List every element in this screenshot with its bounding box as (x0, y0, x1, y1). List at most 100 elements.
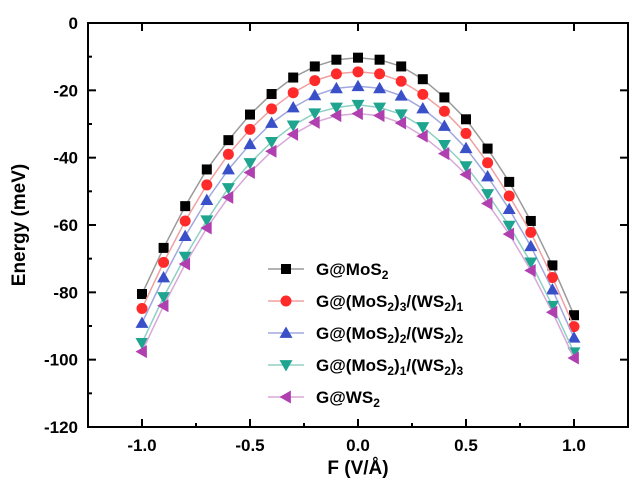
data-point (286, 101, 300, 113)
data-point (201, 179, 213, 191)
data-point (524, 257, 538, 269)
data-point (243, 158, 257, 170)
data-point (243, 137, 257, 150)
data-point (157, 299, 169, 313)
y-tick-label: -120 (44, 418, 78, 437)
data-point (244, 123, 256, 135)
legend-item: G@MoS2 (268, 260, 389, 282)
data-point (545, 305, 558, 319)
legend-marker (279, 390, 291, 404)
data-point (459, 141, 473, 154)
data-point (309, 75, 321, 87)
data-point (373, 109, 385, 123)
data-point (416, 122, 430, 134)
data-point (329, 81, 343, 94)
data-point (373, 102, 387, 115)
x-tick-label: 0.0 (346, 436, 370, 455)
data-point (460, 127, 472, 139)
data-point (309, 61, 320, 72)
x-tick-label: -1.0 (127, 436, 156, 455)
data-point (157, 292, 171, 304)
data-point (353, 52, 363, 63)
legend-label: G@(MoS2)2/(WS2)2 (316, 324, 464, 346)
data-point (396, 61, 407, 72)
legend-label: G@WS2 (316, 388, 380, 410)
legend-label: G@MoS2 (316, 260, 389, 282)
data-point (568, 321, 580, 333)
data-point (374, 68, 386, 80)
data-point (331, 54, 342, 65)
legend-item: G@(MoS2)1/(WS2)3 (268, 356, 464, 378)
data-point (265, 144, 277, 158)
data-point (395, 75, 407, 87)
data-point (567, 331, 581, 343)
data-point (288, 72, 299, 83)
data-point (243, 165, 255, 179)
data-point (524, 263, 536, 277)
data-point (437, 119, 451, 131)
data-point (502, 227, 515, 241)
data-point (180, 201, 191, 212)
data-point (158, 256, 170, 268)
legend-label: G@(MoS2)1/(WS2)3 (316, 356, 464, 378)
data-point (223, 135, 234, 146)
data-point (135, 316, 149, 328)
data-point (265, 136, 279, 149)
data-point (221, 183, 235, 195)
data-point (137, 289, 147, 300)
data-point (308, 88, 322, 101)
data-point (547, 260, 558, 271)
data-point (481, 196, 493, 210)
data-point (503, 190, 515, 202)
data-point (265, 116, 279, 128)
legend-marker (280, 295, 292, 307)
data-point (459, 161, 473, 173)
x-axis-title: F (V/Å) (327, 458, 388, 479)
data-point (221, 162, 235, 175)
data-point (135, 337, 149, 350)
legend-marker (279, 326, 293, 338)
axes-layer: -1.0 -0.5 0.0 0.5 1.0 0 -20 -40 -60 -80 -100 -120 (44, 14, 629, 455)
y-tick-label: -100 (44, 351, 78, 370)
data-point (287, 87, 299, 99)
data-point (567, 351, 579, 365)
y-axis-title: Energy (meV) (9, 164, 30, 286)
data-point (481, 170, 495, 182)
x-tick-label: 0.5 (454, 436, 478, 455)
legend-item: G@(MoS2)3/(WS2)1 (268, 292, 464, 314)
data-point (439, 92, 450, 103)
data-point (504, 176, 515, 187)
data-point (329, 109, 342, 123)
data-point (417, 88, 429, 100)
data-point (222, 148, 234, 160)
data-point (482, 157, 494, 169)
legend-label: G@(MoS2)3/(WS2)1 (316, 292, 464, 314)
data-point (308, 108, 322, 120)
data-point (308, 115, 320, 129)
data-point (569, 310, 579, 321)
legend-marker (279, 360, 293, 372)
data-point (178, 251, 192, 264)
data-point (157, 271, 171, 283)
data-point (136, 302, 148, 314)
y-tick-label: 0 (69, 14, 78, 33)
series-layer (135, 52, 581, 365)
data-point (481, 189, 495, 201)
x-tick-label: -0.5 (235, 436, 264, 455)
data-point (135, 345, 147, 359)
data-point (329, 102, 343, 115)
data-point (482, 143, 493, 154)
data-point (525, 226, 537, 238)
series-2 (136, 66, 580, 333)
data-point (417, 74, 428, 85)
data-point (374, 54, 385, 65)
data-point (351, 99, 365, 112)
data-point (158, 242, 169, 253)
data-point (437, 139, 451, 152)
data-point (394, 89, 408, 101)
data-point (245, 109, 255, 120)
y-tick-label: -20 (53, 81, 78, 100)
data-point (416, 102, 430, 114)
series-3 (135, 79, 581, 343)
data-point (546, 272, 558, 284)
